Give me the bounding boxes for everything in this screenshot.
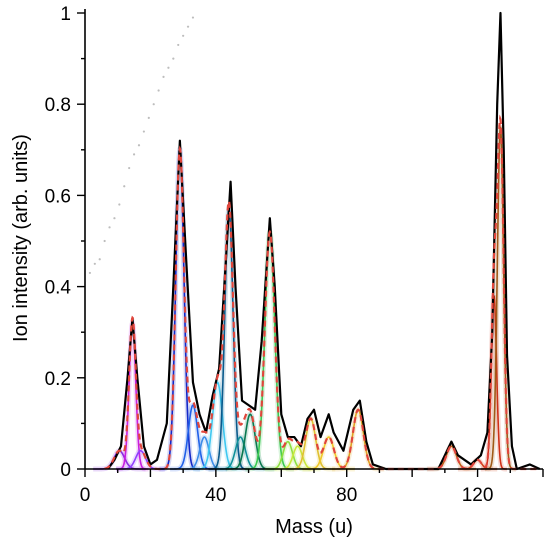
y-tick-label: 0.4 (45, 278, 72, 299)
dot-point (93, 262, 96, 265)
measured-line (107, 11, 541, 471)
fit-components (93, 124, 517, 472)
dotted-trace (88, 16, 195, 275)
dot-point (132, 153, 136, 156)
x-tick-label: 120 (462, 485, 494, 506)
component-glow (159, 147, 200, 472)
dot-point (123, 185, 126, 188)
dot-point (172, 57, 175, 60)
fit-total (104, 114, 540, 471)
dot-point (103, 239, 106, 243)
component-glow (208, 206, 250, 472)
dot-point (142, 130, 145, 133)
dot-point (88, 271, 92, 275)
dot-point (152, 103, 155, 106)
dot-point (128, 166, 131, 170)
dot-point (147, 116, 150, 119)
y-tick-label: 0.2 (45, 369, 71, 390)
dot-point (191, 16, 195, 19)
y-tick-label: 1 (60, 4, 71, 25)
dot-point (177, 43, 180, 47)
dot-point (162, 75, 165, 78)
x-tick-label: 80 (336, 485, 357, 506)
dot-point (157, 89, 160, 92)
dot-point (137, 144, 141, 147)
x-axis-label: Mass (u) (275, 516, 353, 538)
component-peak (331, 408, 385, 470)
y-axis-label: Ion intensity (arb. units) (10, 134, 32, 342)
dot-point (182, 34, 185, 37)
y-tick-label: 0 (60, 460, 71, 481)
dot-point (108, 226, 111, 229)
measured-spectrum (107, 11, 541, 471)
fit-total-line (104, 114, 540, 471)
dot-point (167, 66, 170, 69)
dot-point (118, 203, 121, 206)
y-tick-label: 0.8 (45, 95, 71, 116)
x-tick-label: 40 (205, 485, 226, 506)
axes: 0 40 80 120 0 0.2 0.4 0.6 0.8 1 (45, 4, 544, 506)
x-tick-label: 0 (80, 485, 91, 506)
dot-point (186, 25, 190, 28)
component-glow (331, 407, 385, 472)
dot-point (113, 217, 116, 220)
y-tick-label: 0.6 (45, 186, 71, 207)
dot-point (98, 258, 101, 261)
